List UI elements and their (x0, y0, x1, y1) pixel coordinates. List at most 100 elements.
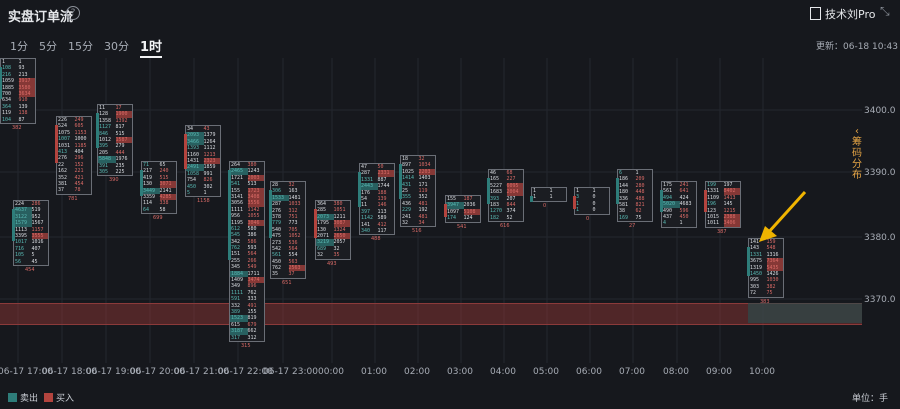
sell-volume: 108 (2, 65, 12, 72)
sell-volume: 46 (490, 170, 497, 176)
tab-1hour[interactable]: 1时 (140, 36, 163, 58)
orderflow-chart[interactable]: ‹ 筹码分布 3400.0 3390.0 3380.0 3370.0 224 286… (0, 58, 900, 363)
buy-volume: 139 (18, 103, 28, 110)
buy-volume: 1 (203, 189, 207, 196)
tab-1min[interactable]: 1分 (10, 40, 28, 53)
sell-volume: 1 (2, 59, 6, 65)
price-level-row: 143 548 (749, 245, 783, 251)
buy-volume: 3071 (159, 181, 176, 188)
buy-volume: 536 (288, 239, 298, 246)
price-level-row: 1097 5108 (446, 208, 480, 216)
x-tick: 02:00 (404, 367, 430, 377)
price-level-row: 364 380 (316, 201, 350, 207)
candle[interactable]: 364 380 285 1051 2073 1211 1795 3087 130 1324 2071… (314, 200, 351, 260)
buy-volume: 589 (377, 215, 387, 222)
sell-volume: 25 (402, 187, 409, 194)
candle-body-bar (399, 164, 402, 200)
price-level-row: 2071 2650 (316, 232, 350, 240)
buy-volume: 1051 (333, 207, 346, 214)
sell-volume: 241 (402, 213, 412, 220)
sell-volume: 1358 (99, 117, 112, 124)
buy-volume: 1211 (333, 213, 346, 220)
sell-volume: 3056 (231, 200, 244, 207)
buy-volume: 1055 (247, 213, 260, 220)
price-level-row: 1523 819 (230, 315, 264, 322)
price-level-row: 37 78 (57, 187, 91, 193)
question-icon[interactable]: ? (66, 6, 80, 20)
x-tick: 01:00 (361, 367, 387, 377)
page-title: 实盘订单流 (8, 10, 74, 25)
tab-30min[interactable]: 30分 (104, 40, 129, 53)
value-area-band (0, 303, 862, 325)
candle[interactable]: 71 65 217 240 419 515 130 3071 3449 2141 3359 4285 1… (140, 161, 177, 215)
buy-volume: 896 (247, 283, 257, 290)
price-level-row: 180 448 (618, 189, 652, 195)
candle[interactable]: 18 32 897 1034 1025 2203 1414 1403 431 171 25 119 35… (399, 155, 436, 228)
candle[interactable]: 226 249 524 605 1075 1153 1007 1000 1031 1185 413 4… (55, 116, 92, 195)
buy-volume: 35 (333, 252, 340, 259)
candle-body-bar (12, 209, 15, 241)
price-level-row: 155 187 (446, 196, 480, 202)
chevron-left-icon: ‹ (855, 126, 859, 137)
price-level-row: 779 773 (271, 220, 305, 226)
price-level-row: 104 87 (1, 117, 35, 123)
buy-volume: 1215 (723, 207, 736, 214)
candle[interactable]: 34 43 2093 1379 3466 1264 1393 1112 1160 1213 1431… (184, 125, 221, 198)
buy-volume: 450 (679, 213, 689, 220)
sell-volume: 2093 (186, 132, 204, 139)
price-level-row: 897 1034 (401, 162, 435, 168)
price-level-row: 762 2563 (271, 265, 305, 272)
candle-delta: 390 (109, 177, 119, 184)
buy-volume: 952 (31, 213, 41, 220)
candle[interactable]: 155 187 3947 2036 1097 5108 174 124 (444, 195, 481, 223)
candle[interactable]: 28 32 306 163 1533 1481 287 1033 276 312 378 751 779… (269, 181, 306, 279)
buy-volume: 1157 (31, 226, 44, 233)
price-level-row: 169 75 (618, 215, 652, 221)
sell-volume: 205 (99, 149, 109, 156)
x-tick: 00:00 (318, 367, 344, 377)
x-tick: 06-17 18:00 (42, 367, 97, 377)
tab-5min[interactable]: 5分 (39, 40, 57, 53)
pro-link[interactable]: 技术刘Pro (810, 6, 875, 22)
y-tick: 3390.0 (864, 168, 896, 178)
candle[interactable]: 224 286 4637 519 3122 952 1579 1567 1113 1157 3395… (12, 200, 49, 266)
buy-volume: 37 (288, 271, 295, 278)
candle[interactable]: 141 159 143 548 1331 1316 3675 7364 1319 5435 1450… (747, 238, 784, 298)
buy-volume: 1243 (247, 168, 260, 175)
buy-volume: 1481 (288, 194, 301, 201)
candle[interactable]: 264 380 2465 1243 1721 2003 541 513 155 1723 3141 3… (228, 161, 265, 342)
sell-volume: 162 (58, 168, 68, 175)
sell-volume: 1409 (231, 277, 244, 284)
candle-body-bar (96, 113, 99, 149)
price-level-row: 3056 3556 (230, 200, 264, 207)
buy-volume: 1 (592, 188, 596, 194)
buy-volume: 312 (288, 207, 298, 214)
buy-volume: 2331 (377, 170, 394, 177)
sell-volume: 342 (231, 238, 241, 245)
price-level-row: 32 34 (401, 220, 435, 226)
sell-volume: 5848 (98, 156, 116, 163)
tab-15min[interactable]: 15分 (68, 40, 93, 53)
sell-volume: 634 (2, 97, 12, 104)
timeframe-tabs: 1分 5分 15分 30分 1时 (10, 38, 173, 58)
candle[interactable]: 175 241 561 641 494 424 5020 4683 490 596 437 450 4 1 (660, 181, 697, 228)
candle[interactable]: 199 197 1331 8402 1109 1413 196 145 123 1215 1015 2… (704, 181, 741, 228)
candle[interactable]: 11 17 128 1900 1358 1392 1127 817 846 515 1012 1587… (96, 104, 133, 177)
price-level-row: 186 209 (618, 176, 652, 182)
candle[interactable]: 46 68 165 227 5227 6095 1683 2004 393 207 183 844 12… (487, 169, 524, 223)
price-level-row: 378 751 (271, 214, 305, 220)
collapse-icon[interactable]: ⤡ (880, 4, 890, 18)
candle[interactable]: 6 1 186 209 144 280 180 448 336 488 581 821 38 62 169 7… (616, 169, 653, 223)
buy-volume: 1426 (766, 270, 779, 277)
chip-distribution-tab[interactable]: ‹ 筹码分布 (851, 126, 863, 181)
candle[interactable]: 1 1 108 93 216 213 1059 3917 1885 3580 700 3634 634 9… (0, 58, 36, 124)
sell-volume: 345 (231, 264, 241, 271)
candle[interactable]: 47 50 287 2331 1331 887 2443 1744 176 188 54 139 11 1… (358, 163, 395, 236)
sell-volume: 128 (99, 111, 109, 118)
candle-body-bar (184, 134, 187, 170)
price-level-row: 1025 2203 (401, 168, 435, 176)
sell-volume: 1 (533, 188, 537, 194)
